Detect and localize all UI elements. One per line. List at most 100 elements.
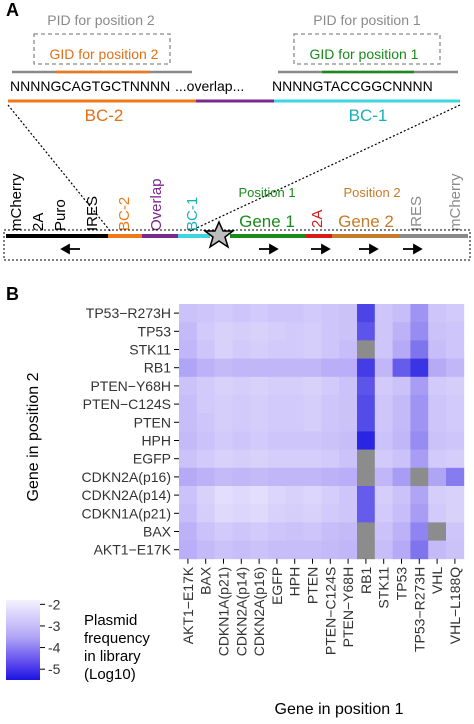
arrow-left-icon <box>60 243 80 255</box>
heatmap-cell <box>303 522 322 541</box>
heatmap-cell <box>196 504 215 523</box>
heatmap-cell <box>321 358 340 378</box>
colorbar <box>6 600 40 680</box>
heatmap-cell <box>179 504 198 523</box>
heatmap-cell <box>446 540 465 560</box>
heatmap-cell <box>179 340 198 359</box>
heatmap-cell <box>268 431 287 450</box>
heatmap-cell-missing <box>410 467 429 487</box>
heatmap-cell <box>321 322 340 341</box>
x-tick-label: PTEN−Y68H <box>340 567 356 648</box>
heatmap-cell <box>321 376 340 396</box>
heatmap-cell <box>303 413 322 432</box>
heatmap-cell <box>214 522 233 541</box>
heatmap-cell-missing <box>428 522 447 541</box>
x-tick-label: CDKN2A(p14) <box>233 567 249 656</box>
heatmap-cell <box>268 467 287 487</box>
heatmap-cell <box>446 322 465 341</box>
x-tick-label: VHL <box>429 567 445 594</box>
heatmap-cell <box>232 540 251 560</box>
heatmap-cell <box>374 486 393 505</box>
heatmap-cell <box>357 304 376 323</box>
heatmap-cell <box>303 304 322 323</box>
heatmap-cell <box>303 486 322 505</box>
heatmap-cell <box>339 504 358 523</box>
heatmap <box>179 304 465 560</box>
promoter-star-icon <box>202 220 236 249</box>
heatmap-cell <box>285 413 304 432</box>
heatmap-cell <box>285 486 304 505</box>
pid2-label: PID for position 2 <box>47 12 155 28</box>
heatmap-cell <box>339 413 358 432</box>
heatmap-cell <box>268 522 287 541</box>
heatmap-cell <box>446 486 465 505</box>
panel-b: B TP53−R273HTP53STK11RB1PTEN−Y68HPTEN−C1… <box>6 284 465 718</box>
heatmap-cell <box>410 304 429 323</box>
x-tick-label: CDKN2A(p16) <box>251 567 267 656</box>
heatmap-cell <box>339 340 358 359</box>
heatmap-cell <box>321 431 340 450</box>
heatmap-cell <box>446 413 465 432</box>
heatmap-cell <box>303 376 322 396</box>
heatmap-cell <box>374 340 393 359</box>
construct-2a-left: 2A <box>30 213 47 231</box>
heatmap-cell <box>446 431 465 450</box>
heatmap-cell <box>232 486 251 505</box>
heatmap-cell <box>321 504 340 523</box>
heatmap-cell <box>410 340 429 359</box>
heatmap-cell <box>374 467 393 487</box>
colorbar-title-line: in library <box>84 648 141 665</box>
heatmap-cell <box>303 504 322 523</box>
panel-b-label: B <box>6 284 19 304</box>
x-tick-label: AKT1−E17K <box>180 566 196 644</box>
heatmap-cell <box>232 358 251 378</box>
heatmap-cell <box>339 431 358 450</box>
heatmap-cell <box>196 467 215 487</box>
heatmap-cell <box>179 322 198 341</box>
heatmap-cell <box>214 486 233 505</box>
heatmap-cell <box>285 358 304 378</box>
heatmap-cell <box>179 431 198 450</box>
heatmap-cell <box>285 376 304 396</box>
heatmap-cell <box>196 522 215 541</box>
heatmap-cell <box>410 504 429 523</box>
y-tick-label: STK11 <box>129 342 171 358</box>
heatmap-cell <box>339 322 358 341</box>
heatmap-cell <box>357 413 376 432</box>
heatmap-cell <box>446 304 465 323</box>
gene1-label: Gene 1 <box>239 212 295 231</box>
heatmap-cell <box>392 322 411 341</box>
heatmap-cell <box>214 431 233 450</box>
heatmap-cell <box>303 395 322 414</box>
heatmap-cell <box>196 431 215 450</box>
y-tick-label: PTEN−C124S <box>83 396 171 412</box>
heatmap-cell <box>268 486 287 505</box>
heatmap-cell <box>321 522 340 541</box>
heatmap-cell <box>321 486 340 505</box>
heatmap-cell-missing <box>357 340 376 359</box>
heatmap-cell <box>196 540 215 560</box>
heatmap-cell <box>339 467 358 487</box>
heatmap-cell <box>374 522 393 541</box>
heatmap-cell <box>303 449 322 469</box>
heatmap-cell <box>232 431 251 450</box>
x-tick-label: PTEN <box>305 567 321 604</box>
colorbar-ticks: -2 -3 -4 -5 <box>40 596 61 677</box>
heatmap-cell <box>214 395 233 414</box>
arrow-right-icon <box>403 243 423 255</box>
position2-label: Position 2 <box>343 185 400 200</box>
heatmap-cell <box>374 449 393 469</box>
heatmap-cell <box>339 540 358 560</box>
position1-label: Position 1 <box>238 185 295 200</box>
heatmap-cell <box>268 395 287 414</box>
heatmap-cell <box>392 486 411 505</box>
heatmap-cell <box>374 540 393 560</box>
construct-mcherry-left: mCherry <box>8 173 25 231</box>
gene2-label: Gene 2 <box>338 212 394 231</box>
heatmap-cell <box>428 467 447 487</box>
heatmap-cell <box>392 504 411 523</box>
x-tick-label: TP53−R273H <box>411 567 427 652</box>
heatmap-cell <box>410 358 429 378</box>
heatmap-cell <box>321 340 340 359</box>
